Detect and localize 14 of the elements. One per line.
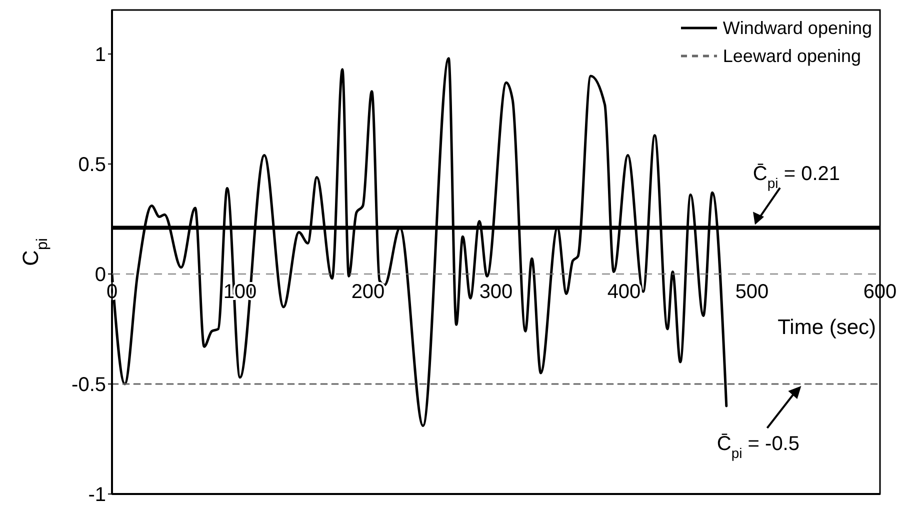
y-tick-label: 0.5 bbox=[78, 154, 106, 176]
y-tick-label: 1 bbox=[94, 44, 106, 66]
x-tick-label: 200 bbox=[351, 281, 385, 303]
legend-label: Windward opening bbox=[722, 17, 872, 40]
x-axis-title: Time (sec) bbox=[778, 316, 876, 339]
y-tick-label: -1 bbox=[88, 484, 106, 505]
annotation: C̄$_{pi}$ = -0.5 bbox=[716, 432, 800, 461]
x-tick-label: 300 bbox=[479, 281, 513, 303]
ref-line-label: C̄$_{pi}$ = 0.21 bbox=[752, 162, 840, 191]
legend-label: Leeward opening bbox=[722, 45, 862, 68]
y-tick-label: 0 bbox=[94, 264, 106, 286]
x-tick-label: 400 bbox=[607, 281, 641, 303]
y-tick-label: -0.5 bbox=[72, 374, 106, 396]
x-tick-label: 500 bbox=[735, 281, 769, 303]
